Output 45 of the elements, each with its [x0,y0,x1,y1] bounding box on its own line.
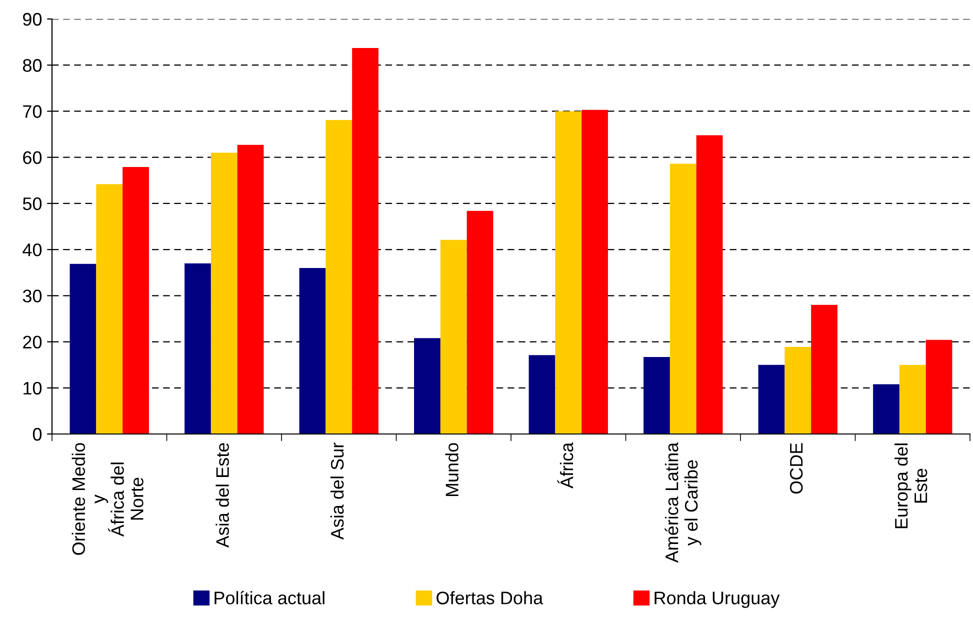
x-tick-label: África [557,442,574,488]
bar [70,264,96,434]
y-tick-label: 80 [22,59,42,72]
bar [696,135,723,434]
y-tick-label: 50 [22,197,42,210]
bar [210,152,238,434]
x-tick-label: Asia del Sur [330,442,344,540]
bar [352,48,378,434]
y-tick-label: 20 [23,336,42,348]
x-tick-label: América Latina y el Caribe [664,442,702,563]
y-tick-label: 60 [23,151,42,164]
y-tick-label: 0 [32,428,42,441]
bar [466,210,494,434]
bar [555,111,582,434]
bar [528,355,556,434]
x-tick-label: OCDE [790,443,803,494]
bar [414,338,440,434]
bar [582,110,608,434]
x-tick-label: Asia del Este [216,443,229,548]
bar [440,240,467,434]
y-tick-label: 70 [23,105,42,118]
y-tick-label: 40 [22,243,42,256]
bar [299,268,326,434]
legend-label: Política actual [214,590,324,604]
bar [784,346,812,434]
bar [670,164,696,434]
bar [644,356,670,434]
y-tick-label: 30 [22,290,42,302]
x-tick-label: Oriente Medio y África del Norte [72,443,144,555]
y-tick-label: 10 [24,382,42,395]
bar [926,340,952,434]
legend-label: Ofertas Doha [436,591,544,604]
bar [326,120,352,434]
bar [184,263,211,434]
bar [96,184,123,434]
bar [873,384,900,434]
bar [811,304,838,434]
bar [237,144,264,434]
bar [122,167,149,434]
bar [758,364,785,434]
x-tick-label: Europa del Este [894,444,928,528]
bar [899,364,926,434]
y-tick-label: 90 [23,12,42,26]
legend-label: Ronda Uruguay [654,591,780,608]
x-tick-label: Mundo [445,443,458,496]
